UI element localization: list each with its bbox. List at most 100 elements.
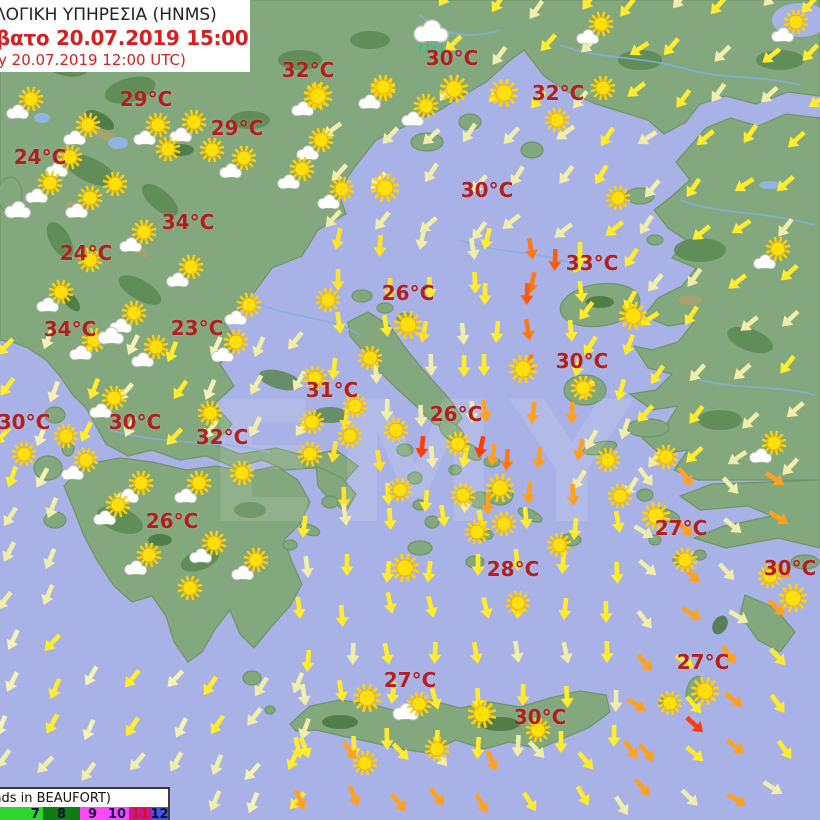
wind-arrow-icon [37,546,63,576]
wind-arrow-icon [386,790,412,820]
sun-icon [672,547,698,577]
wind-arrow-icon [320,206,346,236]
sun-icon [197,400,223,430]
wind-arrow-icon [566,467,592,497]
wind-arrow-icon [542,247,568,277]
wind-arrow-icon [374,641,400,671]
temperature-label: 32°C [195,425,249,449]
sun-icon [464,519,490,549]
sun-icon [450,482,476,512]
sun-cloud-icon [277,156,315,192]
wind-arrow-icon [337,738,363,768]
wind-arrow-icon [670,86,696,116]
wind-arrow-icon [678,303,704,333]
sun-cloud-icon [133,112,171,148]
header-box: ΛΟΓΙΚΗ ΥΠΗΡΕΣΙΑ (HNMS) βατο 20.07.2019 1… [0,0,250,72]
wind-arrow-icon [714,559,740,589]
wind-arrow-icon [576,0,602,18]
temperature-label: 31°C [305,378,359,402]
wind-arrow-icon [635,555,661,585]
sun-cloud-icon [211,329,249,365]
wind-arrow-icon [514,281,540,311]
wind-arrow-icon [672,516,698,546]
wind-arrow-icon [560,482,586,512]
wind-arrow-icon [124,749,150,779]
wind-arrow-icon [723,734,749,764]
wind-arrow-icon [705,0,731,23]
sun-icon [590,75,616,105]
cloud-icon [390,702,420,726]
wind-arrow-icon [601,723,627,753]
wind-arrow-icon [724,269,750,299]
wind-arrow-icon [0,423,15,453]
sun-icon [424,736,450,766]
wind-arrow-icon [0,539,22,569]
service-title: ΛΟΓΙΚΗ ΥΠΗΡΕΣΙΑ (HNMS) [0,5,217,25]
sun-icon [53,423,79,453]
sun-icon [690,676,720,710]
sun-cloud-icon [6,86,44,122]
wind-arrow-icon [709,41,735,71]
wind-arrow-icon [465,686,491,716]
wind-arrow-icon [682,741,708,771]
temperature-label: 30°C [425,46,479,70]
sun-icon [525,717,551,747]
wind-arrow-icon [772,737,798,767]
wind-arrow-icon [473,595,499,625]
beaufort-segment-7: 7 [0,807,43,820]
sun-icon [297,441,323,471]
wind-arrow-icon [418,160,444,190]
wind-arrow-icon [504,639,530,669]
wind-arrow-icon [578,427,604,457]
wind-arrow-icon [758,0,784,15]
wind-arrow-icon [0,588,17,618]
wind-arrow-icon [720,513,746,543]
wind-arrow-icon [432,0,458,14]
sun-icon [302,365,328,395]
sun-cloud-icon [401,93,439,129]
wind-arrow-icon [550,550,576,580]
temperature-label: 32°C [531,81,585,105]
sun-icon [199,137,225,167]
wind-arrow-icon [291,514,317,544]
wind-arrow-icon [553,640,579,670]
wind-arrow-icon [162,666,188,696]
sun-icon [352,750,378,780]
temperature-label: 30°C [0,410,51,434]
wind-arrow-icon [472,281,498,311]
sun-icon [505,590,531,620]
wind-arrow-icon [39,630,65,660]
wind-arrow-icon [494,447,520,477]
wind-arrow-icon [673,464,699,494]
wind-arrow-icon [567,87,593,117]
wind-arrow-icon [242,414,268,444]
temperature-label: 28°C [486,557,540,581]
wind-arrow-icon [633,212,659,242]
wind-arrow-icon [601,216,627,246]
sun-cloud-icon [61,447,99,483]
sun-cloud-icon [219,145,257,181]
wind-arrow-icon [766,505,792,535]
wind-arrow-icon [32,752,58,782]
sun-cloud-icon [317,176,355,212]
wind-arrow-icon [374,397,400,427]
wind-arrow-icon [41,379,67,409]
wind-arrow-icon [375,559,401,589]
wind-arrow-icon [705,80,731,110]
wind-arrow-icon [624,692,650,722]
wind-arrow-icon [465,552,491,582]
wind-arrow-icon [466,171,492,201]
wind-arrow-icon [377,123,403,153]
wind-arrow-icon [377,506,403,536]
wind-arrow-icon [73,419,99,449]
wind-arrow-icon [479,748,505,778]
wind-arrow-icon [416,559,442,589]
wind-arrow-icon [119,714,145,744]
wind-arrow-icon [35,582,61,612]
wind-arrow-icon [292,735,318,765]
wind-arrow-icon [716,642,742,672]
sun-icon [653,444,679,474]
wind-arrow-icon [513,505,539,535]
